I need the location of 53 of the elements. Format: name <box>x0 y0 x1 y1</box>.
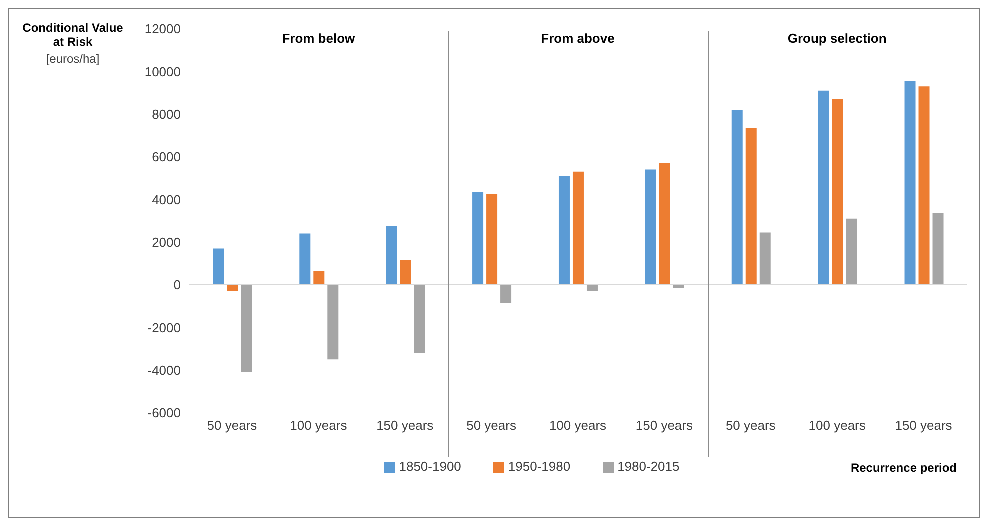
x-tick-label: 100 years <box>808 418 866 434</box>
bar <box>846 218 858 285</box>
x-tick-label: 150 years <box>895 418 953 434</box>
bar <box>659 163 670 285</box>
legend-label: 1950-1980 <box>508 459 571 474</box>
bar <box>746 128 757 285</box>
bar <box>558 176 570 285</box>
bar <box>586 285 598 292</box>
y-tick-label: 10000 <box>144 64 181 80</box>
y-tick-label: 2000 <box>152 234 181 250</box>
bar <box>918 86 930 285</box>
y-tick-label: -6000 <box>148 406 181 421</box>
bar <box>818 90 830 285</box>
bar <box>732 110 743 285</box>
x-tick-label: 50 years <box>207 418 258 434</box>
bar <box>414 285 426 354</box>
bar <box>213 248 224 285</box>
annotation: From below <box>281 31 356 46</box>
annotation: Group selection <box>786 31 888 46</box>
y-axis-title: Conditional Value at Risk [euros/ha] <box>22 21 124 66</box>
x-tick-label: 150 years <box>636 418 694 434</box>
x-axis-title: Recurrence period <box>850 461 957 475</box>
x-tick-label: 50 years <box>466 418 517 434</box>
y-tick-label: 4000 <box>152 192 181 208</box>
bar <box>904 81 916 285</box>
y-tick-label: -2000 <box>148 320 181 336</box>
x-tick-label: 150 years <box>376 418 434 434</box>
y-tick-label: 6000 <box>152 150 181 165</box>
bar <box>572 172 584 285</box>
bar <box>760 232 771 285</box>
legend-label: 1980-2015 <box>618 459 680 474</box>
bar <box>386 226 398 285</box>
y-tick-label: -4000 <box>148 362 181 378</box>
annotation: From above <box>540 31 616 46</box>
bar <box>645 170 656 285</box>
bar <box>328 285 339 360</box>
bar <box>500 285 512 304</box>
y-tick-label: 12000 <box>144 22 181 37</box>
bar <box>227 285 238 292</box>
bar <box>400 260 412 285</box>
bar <box>300 234 311 285</box>
y-tick-label: 8000 <box>152 106 181 122</box>
bar <box>486 194 498 285</box>
bar <box>314 271 325 285</box>
x-tick-label: 100 years <box>290 418 348 434</box>
bar <box>241 285 252 372</box>
bar <box>472 192 484 285</box>
legend-label: 1850-1900 <box>399 459 462 474</box>
x-tick-label: 100 years <box>549 418 608 434</box>
y-tick-label: 0 <box>174 278 181 293</box>
bar <box>832 99 844 285</box>
bar <box>932 214 944 285</box>
x-tick-label: 50 years <box>726 418 776 434</box>
